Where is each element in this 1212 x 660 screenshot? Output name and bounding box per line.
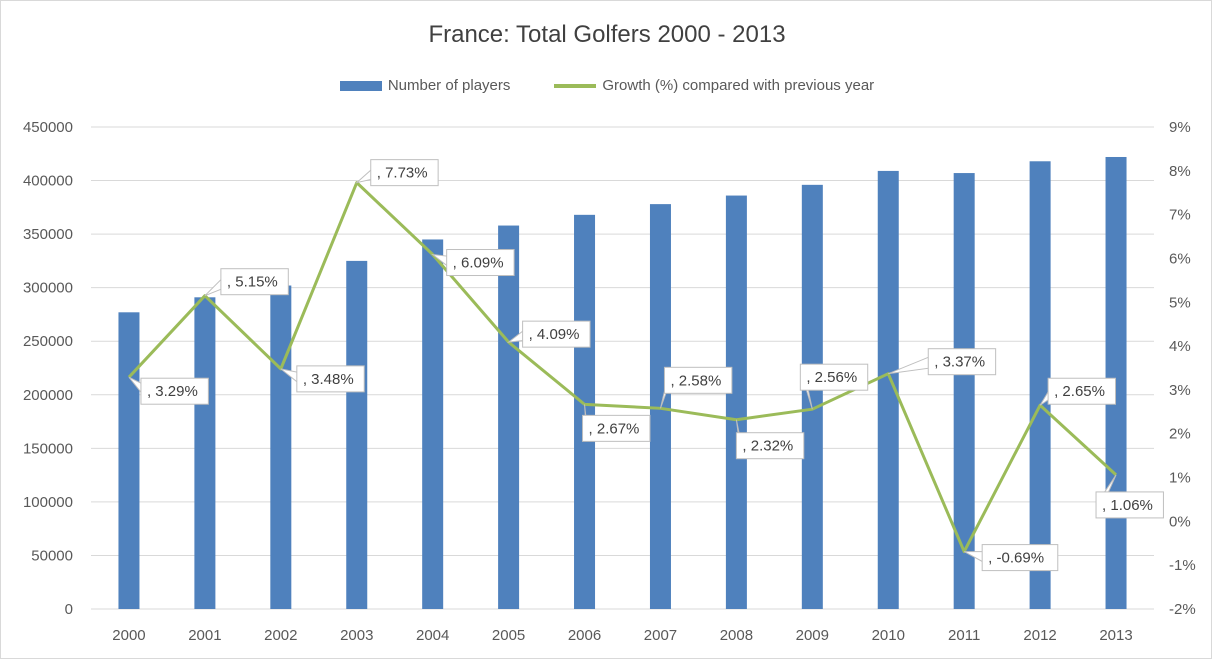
bar bbox=[953, 173, 975, 609]
x-tick-label: 2006 bbox=[568, 627, 601, 644]
x-tick-label: 2008 bbox=[720, 627, 753, 644]
legend-label-growth: Growth (%) compared with previous year bbox=[602, 77, 875, 94]
y-right-tick-label: 2% bbox=[1169, 426, 1191, 443]
bar bbox=[422, 239, 444, 609]
y-right-tick-label: 1% bbox=[1169, 470, 1191, 487]
y-right-tick-label: 4% bbox=[1169, 338, 1191, 355]
legend-swatch-bar bbox=[339, 80, 382, 91]
y-left-tick-label: 0 bbox=[65, 601, 73, 618]
bar bbox=[194, 297, 216, 609]
data-label: , 6.09% bbox=[453, 255, 504, 272]
data-label-box bbox=[1095, 491, 1164, 519]
data-label-box bbox=[663, 366, 733, 394]
data-label: , -0.69% bbox=[988, 550, 1044, 567]
x-tick-label: 2002 bbox=[264, 627, 297, 644]
data-label: , 2.56% bbox=[806, 369, 857, 386]
data-label: , 3.48% bbox=[303, 371, 354, 388]
growth-line bbox=[127, 181, 1118, 554]
y-right-tick-label: -2% bbox=[1169, 601, 1196, 618]
x-tick-label: 2009 bbox=[796, 627, 829, 644]
y-right-tick-label: 7% bbox=[1169, 207, 1191, 224]
bar bbox=[118, 312, 140, 609]
y-left-tick-label: 400000 bbox=[23, 173, 73, 190]
bar bbox=[346, 260, 368, 609]
data-label: , 5.15% bbox=[227, 274, 278, 291]
x-tick-label: 2004 bbox=[416, 627, 449, 644]
legend-item-growth: Growth (%) compared with previous year bbox=[554, 77, 874, 94]
y-right-tick-label: 0% bbox=[1169, 513, 1191, 530]
data-label: , 2.58% bbox=[670, 372, 721, 389]
y-right-tick-label: -1% bbox=[1169, 557, 1196, 574]
data-label: , 3.37% bbox=[934, 354, 985, 371]
y-right-tick-label: 5% bbox=[1169, 294, 1191, 311]
x-tick-label: 2001 bbox=[188, 627, 221, 644]
x-tick-label: 2013 bbox=[1099, 627, 1132, 644]
chart-title: France: Total Golfers 2000 - 2013 bbox=[428, 21, 786, 48]
x-tick-label: 2010 bbox=[872, 627, 905, 644]
data-label-box bbox=[296, 365, 365, 393]
x-tick-label: 2011 bbox=[948, 627, 980, 644]
data-label: , 1.06% bbox=[1102, 497, 1153, 514]
x-tick-label: 2000 bbox=[112, 627, 145, 644]
legend: Number of players Growth (%) compared wi… bbox=[1, 77, 1212, 94]
data-label-box bbox=[582, 414, 651, 442]
x-tick-label: 2012 bbox=[1023, 627, 1056, 644]
data-label-box bbox=[981, 544, 1059, 572]
y-left-tick-label: 150000 bbox=[23, 440, 73, 457]
data-label: , 2.67% bbox=[589, 420, 640, 437]
bar bbox=[877, 170, 899, 609]
data-label-box bbox=[446, 249, 515, 277]
data-label-box bbox=[1047, 377, 1117, 405]
y-right-tick-label: 8% bbox=[1169, 163, 1191, 180]
y-right-tick-label: 6% bbox=[1169, 250, 1191, 267]
y-left-tick-label: 300000 bbox=[23, 280, 73, 297]
data-label-box bbox=[927, 348, 997, 376]
data-label: , 4.09% bbox=[529, 326, 580, 343]
data-label: , 3.29% bbox=[147, 383, 198, 400]
data-label-box bbox=[370, 159, 439, 187]
y-left-tick-label: 50000 bbox=[31, 547, 73, 564]
bar bbox=[1029, 161, 1051, 609]
data-label-box bbox=[522, 320, 591, 348]
data-label: , 7.73% bbox=[377, 165, 428, 182]
legend-label-players: Number of players bbox=[387, 77, 511, 94]
y-right-tick-label: 9% bbox=[1169, 119, 1191, 136]
x-tick-label: 2003 bbox=[340, 627, 373, 644]
y-left-tick-label: 250000 bbox=[23, 333, 73, 350]
legend-swatch-line bbox=[554, 83, 597, 88]
y-left-tick-label: 100000 bbox=[23, 494, 73, 511]
data-label-box bbox=[140, 377, 209, 405]
bar bbox=[498, 225, 520, 609]
bar bbox=[725, 195, 747, 609]
data-label-box bbox=[735, 432, 805, 460]
x-tick-label: 2005 bbox=[492, 627, 525, 644]
data-label: , 2.65% bbox=[1054, 383, 1105, 400]
bar bbox=[574, 214, 596, 609]
data-label: , 2.32% bbox=[742, 438, 793, 455]
y-left-tick-label: 350000 bbox=[23, 226, 73, 243]
x-tick-label: 2007 bbox=[644, 627, 677, 644]
bar bbox=[801, 184, 823, 609]
data-label-box bbox=[220, 268, 289, 296]
legend-item-players: Number of players bbox=[339, 77, 511, 94]
data-label-box bbox=[799, 363, 869, 391]
bar bbox=[270, 285, 292, 609]
y-left-tick-label: 450000 bbox=[23, 119, 73, 136]
y-left-tick-label: 200000 bbox=[23, 387, 73, 404]
y-right-tick-label: 3% bbox=[1169, 382, 1191, 399]
